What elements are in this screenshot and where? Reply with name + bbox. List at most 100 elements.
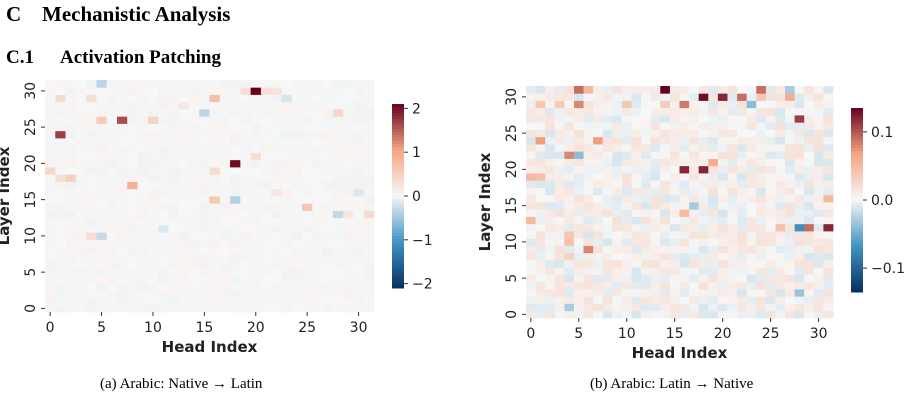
- heatmap-cell: [137, 239, 149, 248]
- heatmap-cell: [353, 109, 365, 117]
- heatmap-cell: [717, 231, 728, 239]
- colorbar-swatch: [392, 143, 404, 148]
- heatmap-cell: [593, 122, 604, 130]
- heatmap-cell: [106, 130, 118, 139]
- heatmap-cell: [593, 245, 604, 254]
- heatmap-cell: [573, 86, 584, 94]
- heatmap-cell: [679, 310, 690, 319]
- heatmap-cell: [775, 216, 786, 225]
- heatmap-cell: [765, 144, 776, 152]
- heatmap-cell: [650, 173, 661, 181]
- heatmap-cell: [631, 100, 642, 109]
- heatmap-cell: [746, 115, 757, 123]
- heatmap-cell: [813, 252, 824, 261]
- heatmap-cell: [804, 231, 815, 239]
- heatmap-cell: [621, 202, 632, 210]
- heatmap-cell: [271, 152, 282, 161]
- heatmap-cell: [302, 80, 313, 88]
- heatmap-cell: [689, 274, 700, 283]
- heatmap-cell: [75, 246, 87, 255]
- heatmap-cell: [219, 87, 231, 95]
- heatmap-cell: [535, 209, 546, 217]
- heatmap-cell: [689, 231, 700, 239]
- heatmap-cell: [312, 254, 323, 262]
- x-tick-label: 30: [350, 320, 368, 336]
- heatmap-cell: [332, 87, 344, 95]
- heatmap-cell: [250, 152, 262, 161]
- heatmap-cell: [765, 289, 776, 297]
- heatmap-cell: [621, 260, 632, 268]
- colorbar-swatch: [851, 249, 863, 253]
- heatmap-cell: [250, 232, 262, 240]
- colorbar-swatch: [392, 226, 404, 231]
- heatmap-cell: [564, 310, 575, 319]
- heatmap-cell: [209, 167, 221, 175]
- heatmap-cell: [593, 144, 604, 152]
- heatmap-cell: [765, 223, 776, 232]
- y-axis-label: Layer Index: [0, 146, 13, 245]
- heatmap-cell: [281, 167, 293, 175]
- heatmap-cell: [178, 138, 190, 146]
- heatmap-cell: [260, 246, 272, 255]
- heatmap-cell: [804, 194, 815, 203]
- heatmap-cell: [312, 210, 323, 219]
- heatmap-cell: [158, 297, 169, 306]
- heatmap-cell: [363, 181, 375, 190]
- heatmap-cell: [55, 80, 66, 88]
- colorbar-swatch: [851, 212, 863, 216]
- heatmap-cell: [727, 129, 738, 138]
- heatmap-cell: [96, 210, 108, 219]
- y-tick-label: 10: [23, 227, 39, 245]
- heatmap-cell: [573, 107, 584, 116]
- heatmap-cell: [188, 101, 200, 110]
- colorbar-swatch: [851, 147, 863, 152]
- heatmap-cell: [545, 144, 556, 152]
- heatmap-cell: [717, 180, 728, 188]
- heatmap-cell: [794, 194, 805, 203]
- heatmap-cell: [55, 101, 66, 110]
- heatmap-cell: [689, 107, 700, 116]
- heatmap-cell: [127, 174, 138, 182]
- heatmap-cell: [621, 129, 632, 138]
- heatmap-cell: [641, 274, 652, 283]
- heatmap-cell: [717, 158, 728, 167]
- heatmap-cell: [794, 86, 805, 94]
- heatmap-cell: [312, 304, 323, 313]
- heatmap-cell: [679, 274, 690, 283]
- heatmap-cell: [281, 275, 293, 284]
- heatmap-cell: [188, 181, 200, 190]
- colorbar-swatch: [392, 269, 404, 274]
- heatmap-cell: [168, 203, 180, 211]
- heatmap-cell: [564, 274, 575, 283]
- colorbar-swatch: [392, 257, 404, 261]
- colorbar-swatch: [392, 235, 404, 240]
- heatmap-cell: [353, 246, 365, 255]
- heatmap-cell: [188, 290, 200, 298]
- heatmap-cell: [96, 174, 108, 182]
- heatmap-cell: [271, 232, 282, 240]
- heatmap-cell: [804, 180, 815, 188]
- heatmap-cell: [353, 196, 365, 204]
- heatmap-cell: [230, 188, 241, 197]
- heatmap-cell: [281, 203, 293, 211]
- heatmap-cell: [756, 158, 767, 167]
- heatmap-cell: [45, 116, 56, 124]
- heatmap-cell: [679, 151, 690, 159]
- heatmap-cell: [147, 196, 159, 204]
- heatmap-cell: [230, 138, 241, 146]
- heatmap-cell: [737, 260, 748, 268]
- heatmap-cell: [602, 180, 613, 188]
- heatmap-cell: [65, 138, 77, 146]
- colorbar-swatch: [851, 117, 863, 121]
- heatmap-cell: [188, 254, 200, 262]
- heatmap-cell: [55, 254, 66, 262]
- heatmap-cell: [756, 165, 767, 174]
- heatmap-cell: [147, 203, 159, 211]
- heatmap-cell: [813, 260, 824, 268]
- heatmap-cell: [669, 260, 680, 268]
- heatmap-cell: [794, 129, 805, 138]
- heatmap-cell: [689, 216, 700, 225]
- heatmap-cell: [775, 180, 786, 188]
- heatmap-cell: [353, 297, 365, 306]
- heatmap-cell: [116, 283, 128, 291]
